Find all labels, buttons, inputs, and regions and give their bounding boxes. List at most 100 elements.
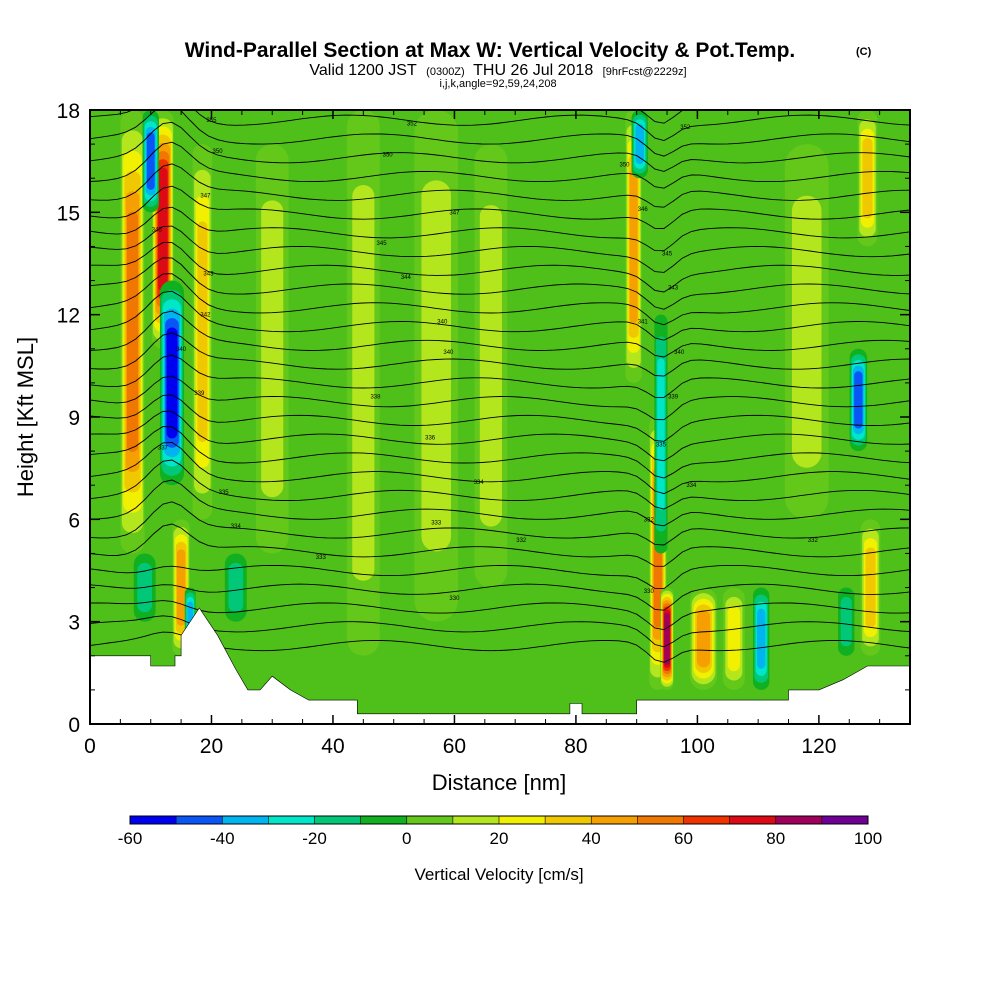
updraft-shade xyxy=(127,211,139,452)
theta-contour-line xyxy=(90,225,910,273)
theta-contour-label: 347 xyxy=(449,210,460,216)
updraft-cell xyxy=(722,587,745,690)
downdraft-shade xyxy=(635,124,644,165)
theta-contour-label: 340 xyxy=(176,347,187,353)
colorbar-tick-label: -20 xyxy=(302,829,327,848)
x-tick-label: 100 xyxy=(680,735,715,758)
downdraft-cell xyxy=(838,587,855,656)
colorbar-tick-label: -40 xyxy=(210,829,235,848)
downdraft-cell xyxy=(159,280,185,486)
x-axis-label: Distance [nm] xyxy=(432,770,567,795)
theta-contour-line xyxy=(90,185,910,229)
theta-contour-label: 332 xyxy=(644,517,655,523)
subtitle-forecast: [9hrFcst@2229z] xyxy=(603,66,687,78)
theta-contour-line xyxy=(90,332,910,377)
theta-contour-label: 345 xyxy=(152,227,163,233)
downdraft-shade xyxy=(657,358,665,510)
downdraft-cell xyxy=(631,110,648,179)
theta-contour-line xyxy=(90,615,910,648)
theta-contour-label: 350 xyxy=(213,149,224,155)
downdraft-shade xyxy=(756,608,766,669)
updraft-shade xyxy=(479,205,502,527)
downdraft-cell xyxy=(752,587,770,690)
colorbar-swatch xyxy=(591,816,638,824)
updraft-shade xyxy=(862,138,873,219)
x-tick-label: 80 xyxy=(564,735,587,758)
theta-contour-label: 350 xyxy=(383,152,394,158)
colorbar-swatch xyxy=(683,816,730,824)
colorbar-swatch xyxy=(821,816,868,824)
colorbar-tick-label: 0 xyxy=(402,829,411,848)
theta-contour-line xyxy=(90,290,910,341)
theta-contour-label: 334 xyxy=(474,480,485,486)
y-axis: 0 3 6 9 12 15 18 xyxy=(57,100,910,737)
theta-contour-line xyxy=(90,163,910,208)
theta-contour-label: 339 xyxy=(194,391,205,397)
theta-contour-label: 352 xyxy=(680,125,691,131)
colorbar-tick-label: 40 xyxy=(582,829,601,848)
theta-contour-line xyxy=(90,631,910,663)
theta-contour-label: 333 xyxy=(316,555,327,561)
colorbar-swatch xyxy=(360,816,407,824)
colorbar: -60 -40 -20 0 20 40 60 80 100 xyxy=(118,815,882,848)
theta-contour-label: 340 xyxy=(674,350,685,356)
terrain-shape xyxy=(90,607,910,724)
theta-contour-line xyxy=(90,121,910,172)
theta-contour-line xyxy=(90,242,910,293)
chart-subtitle-indices: i,j,k,angle=92,59,24,208 xyxy=(439,78,556,90)
theta-contour-line xyxy=(90,501,910,546)
theta-contour-line xyxy=(90,394,910,442)
theta-contour-line xyxy=(90,310,910,358)
colorbar-swatch xyxy=(406,816,453,824)
theta-contour-line xyxy=(90,273,910,326)
x-tick-label: 120 xyxy=(801,735,836,758)
updraft-cell xyxy=(414,110,459,622)
theta-contour-line xyxy=(90,523,910,567)
theta-contour-label: 346 xyxy=(638,207,649,213)
theta-contour-line xyxy=(90,206,910,252)
updraft-shade xyxy=(352,185,375,581)
updraft-cell xyxy=(784,144,829,520)
theta-contour-label: 335 xyxy=(219,490,230,496)
plot-area: 355 352 352 350 350 350 347 347 346 345 345 345 343 3… xyxy=(90,110,910,724)
updraft-shade xyxy=(176,549,186,626)
theta-contour-label: 332 xyxy=(516,538,527,544)
downdraft-shade xyxy=(840,596,852,647)
theta-contour-line xyxy=(90,110,910,141)
theta-contour-label: 344 xyxy=(401,275,412,281)
theta-contour-label: 345 xyxy=(662,251,673,257)
theta-contour-line xyxy=(90,257,910,310)
colorbar-swatch xyxy=(729,816,776,824)
theta-contour-label: 352 xyxy=(407,122,418,128)
theta-contour-label: 330 xyxy=(644,589,655,595)
updraft-shade xyxy=(865,547,876,628)
updraft-shade xyxy=(261,200,284,498)
theta-contour-line xyxy=(90,459,910,510)
colorbar-swatch xyxy=(314,816,361,824)
theta-contour-label: 350 xyxy=(620,163,631,169)
theta-contour-line xyxy=(90,141,910,189)
y-tick-label: 0 xyxy=(68,714,80,737)
theta-contour-line xyxy=(90,410,910,462)
colorbar-tick-label: 100 xyxy=(854,829,882,848)
chart-subtitle: Valid 1200 JST (0300Z) THU 26 Jul 2018 [… xyxy=(309,62,686,79)
updraft-cell xyxy=(346,110,380,656)
updraft-shade xyxy=(197,221,208,442)
theta-contour-label: 355 xyxy=(206,118,217,124)
theta-contour-line xyxy=(90,354,910,398)
theta-contour-label: 338 xyxy=(370,395,381,401)
updraft-shade xyxy=(629,170,638,323)
updraft-shade xyxy=(421,180,451,552)
y-tick-label: 12 xyxy=(57,305,80,328)
y-tick-label: 18 xyxy=(57,100,80,123)
updraft-cell xyxy=(255,144,289,554)
subtitle-zulu: (0300Z) xyxy=(426,66,465,78)
x-tick-label: 20 xyxy=(200,735,223,758)
x-tick-label: 60 xyxy=(443,735,466,758)
downdraft-shade xyxy=(146,132,155,190)
updraft-cell xyxy=(120,110,145,554)
theta-contour-line xyxy=(90,564,910,590)
downdraft-cell xyxy=(654,314,668,554)
y-tick-label: 15 xyxy=(57,202,80,225)
